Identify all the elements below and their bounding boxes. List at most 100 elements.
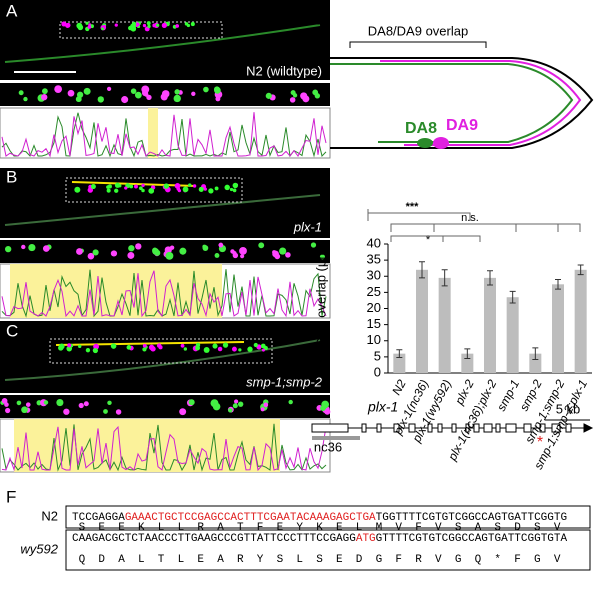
micrographs	[0, 0, 331, 473]
puncta	[106, 188, 111, 193]
puncta	[93, 343, 100, 350]
puncta	[141, 188, 145, 193]
sequences: N2 TCCGAGGAGAAACTGCTCCGAGCCACTTTCGAATACAA…	[20, 508, 574, 566]
puncta	[218, 242, 224, 248]
puncta	[260, 343, 266, 349]
puncta	[61, 21, 67, 27]
puncta	[146, 94, 152, 101]
puncta	[63, 408, 70, 415]
protein-sequence: QDALTLEARYSLSEDGFRVGQ*FGV	[79, 554, 574, 566]
puncta	[106, 185, 110, 189]
puncta	[92, 348, 98, 354]
puncta	[279, 247, 287, 255]
puncta	[114, 188, 119, 193]
puncta	[163, 183, 170, 189]
puncta	[148, 188, 155, 194]
puncta	[126, 345, 132, 350]
panel-label: B	[6, 167, 17, 186]
dna-segment: ATG	[356, 533, 376, 545]
puncta	[124, 186, 128, 190]
puncta	[231, 346, 237, 352]
error-bar	[441, 269, 448, 287]
significance-label: ***	[406, 201, 420, 213]
puncta	[238, 348, 242, 352]
puncta	[288, 399, 293, 405]
puncta	[135, 91, 142, 99]
puncta	[203, 187, 207, 191]
puncta	[324, 408, 331, 415]
micrograph-signal	[0, 21, 331, 472]
puncta	[285, 252, 291, 258]
puncta	[258, 242, 265, 249]
puncta	[229, 187, 234, 192]
worm-schematic	[330, 57, 594, 149]
y-tick-label: 40	[367, 235, 381, 250]
puncta	[224, 184, 230, 191]
puncta	[233, 184, 238, 188]
puncta	[161, 22, 167, 28]
bar	[438, 277, 451, 373]
panel-caption: plx-1	[293, 219, 322, 234]
puncta	[232, 188, 237, 193]
puncta	[239, 246, 247, 255]
puncta	[217, 346, 223, 352]
puncta	[191, 91, 196, 96]
gene-model	[311, 423, 594, 440]
intensity-trace	[1, 112, 327, 158]
puncta	[165, 251, 174, 260]
puncta	[107, 400, 112, 406]
y-tick-label: 25	[367, 284, 381, 299]
panel-caption: N2 (wildtype)	[246, 63, 322, 78]
x-tick-label: N2	[389, 377, 409, 397]
puncta	[18, 90, 24, 96]
puncta	[66, 23, 71, 28]
puncta	[175, 24, 180, 28]
puncta	[203, 86, 209, 93]
puncta	[237, 401, 244, 407]
puncta	[83, 87, 91, 95]
y-tick-label: 0	[374, 364, 381, 379]
bar	[393, 353, 406, 373]
puncta	[289, 97, 296, 103]
puncta	[56, 398, 64, 407]
puncta	[43, 400, 49, 405]
panel-label: F	[6, 487, 16, 506]
strain-label: N2	[41, 508, 58, 523]
puncta	[212, 402, 221, 411]
y-tick-label: 10	[367, 332, 381, 347]
puncta	[87, 25, 92, 29]
mutation-mark: *	[537, 434, 543, 451]
puncta	[5, 407, 11, 414]
puncta	[214, 86, 221, 94]
puncta	[290, 90, 296, 96]
puncta	[195, 345, 201, 351]
puncta	[25, 402, 31, 407]
significance-label: *	[426, 234, 431, 246]
puncta	[263, 402, 269, 408]
dna-segment: CAAGACGCTCTAACCCTTGAAGCCCGTTATTCCCTTTCCG…	[72, 533, 356, 545]
puncta	[106, 86, 112, 91]
puncta	[92, 249, 99, 256]
puncta	[265, 92, 272, 99]
puncta	[240, 254, 245, 259]
puncta	[5, 245, 12, 253]
puncta	[300, 92, 308, 100]
bar	[416, 269, 428, 373]
puncta	[23, 96, 28, 102]
y-tick-label: 35	[367, 252, 381, 267]
puncta	[131, 21, 137, 27]
puncta	[212, 343, 218, 349]
puncta	[130, 88, 137, 94]
puncta	[177, 189, 182, 193]
puncta	[148, 344, 155, 351]
puncta	[128, 245, 135, 252]
strain-label: wy592	[20, 541, 58, 556]
error-bar	[577, 264, 584, 276]
dna-segment: TGGTTTTCGTGTCGGCCAGTGATTCGGTG	[376, 512, 567, 524]
bar	[574, 269, 587, 373]
panel-label: A	[6, 1, 18, 20]
intensity-trace	[1, 269, 327, 318]
puncta	[214, 253, 220, 258]
puncta	[173, 94, 181, 103]
puncta	[188, 399, 195, 405]
